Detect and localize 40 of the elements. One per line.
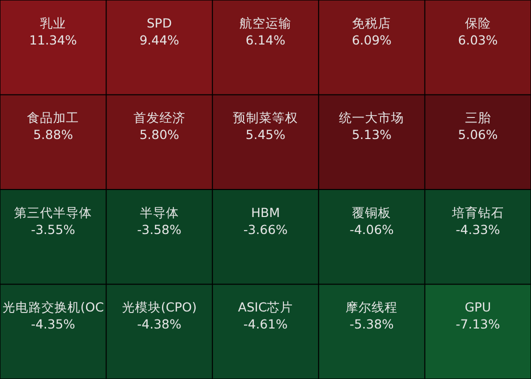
data-label: -7.13% (456, 316, 500, 332)
data-label: -3.58% (137, 222, 182, 237)
category-label: ASIC芯片 (238, 300, 293, 315)
data-label: 6.14% (246, 32, 286, 48)
category-label: 食品加工 (27, 110, 80, 126)
category-label: 保险 (464, 15, 491, 30)
data-label: 6.09% (352, 32, 392, 48)
data-label: 5.45% (246, 127, 286, 142)
category-label: 航空运输 (240, 15, 292, 30)
data-label: -4.33% (456, 222, 500, 237)
data-label: 5.80% (139, 127, 180, 142)
category-label: 光模块(CPO) (122, 300, 197, 315)
category-label: 培育钻石 (450, 204, 504, 220)
category-label: 第三代半导体 (14, 204, 92, 220)
data-label: -3.55% (30, 222, 76, 237)
category-label: 乳业 (40, 15, 66, 30)
data-label: -4.38% (137, 316, 182, 332)
data-label: 5.06% (458, 127, 498, 142)
data-label: 5.88% (33, 127, 74, 142)
category-label: HBM (251, 204, 280, 220)
category-label: 半导体 (140, 204, 179, 220)
category-label: 免税店 (352, 15, 392, 30)
category-label: GPU (464, 300, 492, 315)
data-label: -5.38% (350, 316, 394, 332)
category-label: SPD (146, 15, 172, 30)
category-label: 统一大市场 (339, 110, 404, 126)
data-label: -4.06% (350, 222, 394, 237)
category-label: 摩尔线程 (346, 300, 398, 315)
category-label: 预制菜等权 (233, 110, 298, 126)
category-label: 光电路交换机(OC (2, 300, 104, 315)
data-label: 9.44% (139, 32, 180, 48)
data-label: -3.66% (243, 222, 288, 237)
data-label: 5.13% (352, 127, 392, 142)
category-label: 覆铜板 (352, 204, 392, 220)
data-label: -4.35% (30, 316, 76, 332)
category-label: 首发经济 (133, 110, 186, 126)
category-label: 三胎 (464, 110, 491, 126)
data-label: -4.61% (243, 316, 288, 332)
data-label: 6.03% (458, 32, 498, 48)
data-label: 11.34% (29, 32, 78, 48)
